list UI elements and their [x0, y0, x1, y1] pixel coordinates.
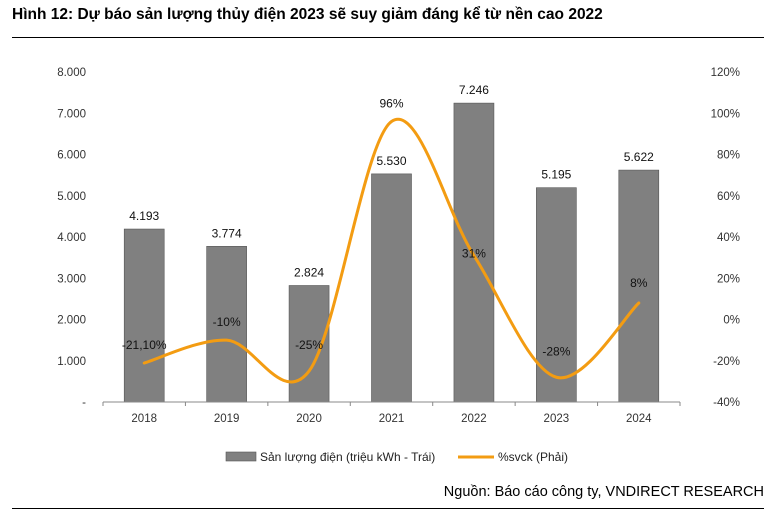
bar-label-2023: 5.195 [541, 168, 571, 182]
x-tick-label-2019: 2019 [214, 413, 240, 425]
bar-label-2024: 5.622 [624, 150, 654, 164]
left-axis: - 1.000 2.000 3.000 4.000 5.000 6.000 7.000 8.00… [57, 67, 86, 409]
line-label-2018: -21,10% [122, 338, 167, 352]
bar-2023 [536, 187, 577, 403]
line-data-labels: -21,10% -10% -25% 96% 31% -28% 8% [122, 97, 648, 359]
bar-2024 [618, 169, 660, 403]
right-tick-label-1: -20% [713, 356, 740, 368]
line-label-2022: 31% [462, 247, 486, 261]
x-tick-label-2018: 2018 [131, 413, 157, 425]
bar-label-2021: 5.530 [376, 154, 406, 168]
source-note: Nguồn: Báo cáo công ty, VNDIRECT RESEARC… [443, 484, 764, 500]
legend-bar-label: Sản lượng điện (triệu kWh - Trái) [260, 450, 435, 464]
line-label-2021: 96% [379, 97, 403, 111]
x-tick-label-2023: 2023 [544, 413, 570, 425]
left-tick-label-1: 1.000 [57, 356, 86, 368]
bar-label-2020: 2.824 [294, 266, 324, 280]
left-tick-label-5: 5.000 [57, 191, 86, 203]
bar-2022 [453, 102, 495, 403]
x-axis: 2018 2019 2020 2021 2022 2023 2024 [102, 401, 681, 425]
left-tick-label-8: 8.000 [57, 67, 86, 79]
bar-label-2022: 7.246 [459, 83, 489, 97]
right-tick-label-4: 40% [717, 232, 740, 244]
bar-2018 [123, 228, 165, 403]
right-tick-label-8: 120% [711, 67, 740, 79]
x-tick-label-2021: 2021 [379, 413, 405, 425]
line-label-2020: -25% [295, 338, 323, 352]
right-tick-label-6: 80% [717, 150, 740, 162]
title-divider [12, 37, 764, 38]
line-label-2023: -28% [542, 344, 570, 358]
yoy-growth-line [142, 117, 641, 384]
right-tick-label-2: 0% [723, 315, 740, 327]
chart-title: Hình 12: Dự báo sản lượng thủy điện 2023… [12, 6, 603, 23]
x-tick-label-2022: 2022 [461, 413, 487, 425]
line-label-2019: -10% [213, 315, 241, 329]
left-tick-label-2: 2.000 [57, 315, 86, 327]
right-tick-label-7: 100% [711, 108, 740, 120]
legend: Sản lượng điện (triệu kWh - Trái) %svck (… [225, 450, 568, 464]
footer-divider [12, 508, 764, 509]
left-tick-label-6: 6.000 [57, 150, 86, 162]
bar-data-labels: 4.193 3.774 2.824 5.530 7.246 5.195 5.622 [129, 83, 654, 279]
x-tick-label-2024: 2024 [626, 413, 652, 425]
left-tick-label-7: 7.000 [57, 108, 86, 120]
line-series [142, 117, 641, 384]
legend-line-label: %svck (Phải) [498, 450, 568, 464]
right-tick-label-0: -40% [713, 397, 740, 409]
bar-2021 [371, 173, 412, 403]
line-label-2024: 8% [630, 276, 648, 290]
legend-bar-swatch [225, 451, 257, 462]
bar-label-2019: 3.774 [212, 226, 242, 240]
bar-series [123, 102, 660, 403]
right-tick-label-3: 20% [717, 273, 740, 285]
left-tick-label-3: 3.000 [57, 273, 86, 285]
x-tick-label-2020: 2020 [296, 413, 322, 425]
right-axis: -40% -20% 0% 20% 40% 60% 80% 100% 120% [711, 67, 740, 409]
left-tick-label-0: - [82, 397, 86, 409]
bar-2019 [206, 246, 247, 403]
left-tick-label-4: 4.000 [57, 232, 86, 244]
right-tick-label-5: 60% [717, 191, 740, 203]
bar-label-2018: 4.193 [129, 209, 159, 223]
